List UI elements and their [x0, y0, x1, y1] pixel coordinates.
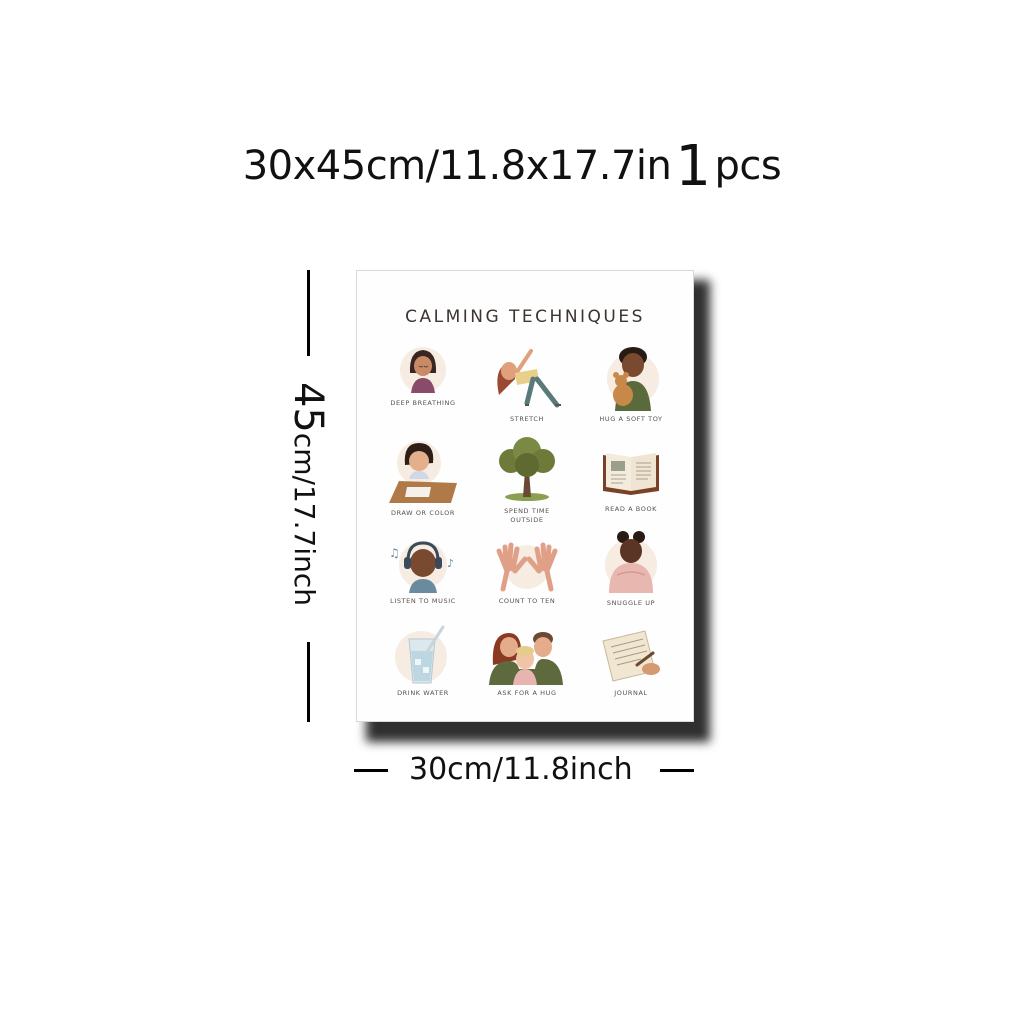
technique-label: HUG A SOFT TOY — [599, 415, 663, 423]
hands-icon — [496, 542, 558, 592]
technique-label: ASK FOR A HUG — [497, 689, 557, 697]
width-dimension-label: 30cm/11.8inch — [409, 752, 633, 787]
book-icon — [603, 453, 659, 495]
technique-tile: DRINK WATER — [371, 625, 475, 698]
svg-text:♫: ♫ — [389, 546, 400, 560]
hug-soft-toy-icon — [607, 347, 659, 411]
water-glass-icon — [395, 625, 447, 684]
width-marker-left-line — [354, 769, 388, 772]
height-value: 45 — [285, 381, 331, 433]
quantity-unit: pcs — [714, 143, 782, 189]
technique-label: COUNT TO TEN — [498, 597, 556, 605]
technique-label: DRAW OR COLOR — [390, 509, 456, 517]
technique-label: JOURNAL — [614, 689, 648, 697]
size-headline: 30x45cm/11.8x17.7in1 pcs — [0, 136, 1024, 197]
blanket-icon — [605, 531, 657, 593]
draw-icon — [389, 441, 457, 503]
technique-tile: STRETCH — [475, 345, 579, 424]
height-dimension-label: 45cm/17.7inch — [285, 382, 331, 606]
technique-tile: SNUGGLE UP — [579, 529, 683, 608]
size-text: 30x45cm/11.8x17.7in — [242, 143, 672, 189]
technique-tile: DEEP BREATHING — [371, 345, 475, 408]
technique-tile: ASK FOR A HUG — [475, 625, 579, 698]
journal-icon — [602, 630, 660, 682]
technique-label: SPEND TIME OUTSIDE — [504, 507, 550, 524]
poster: CALMING TECHNIQUES DEEP BREATHING STRETC… — [356, 270, 694, 722]
technique-label: READ A BOOK — [604, 505, 658, 513]
technique-tile: READ A BOOK — [579, 445, 683, 514]
stretch-icon — [497, 349, 561, 408]
height-unit: cm/17.7inch — [288, 432, 321, 607]
deep-breathing-icon — [400, 347, 446, 393]
tree-icon — [499, 437, 555, 501]
technique-tile: SPEND TIME OUTSIDE — [475, 437, 579, 525]
width-marker-right-line — [660, 769, 694, 772]
poster-title: CALMING TECHNIQUES — [405, 307, 645, 327]
svg-text:♪: ♪ — [447, 557, 454, 570]
quantity-number: 1 — [675, 134, 711, 199]
height-marker-top-line — [307, 270, 310, 356]
technique-label: LISTEN TO MUSIC — [390, 597, 456, 605]
technique-label: SNUGGLE UP — [606, 599, 656, 607]
technique-tile: COUNT TO TEN — [475, 541, 579, 606]
technique-tile: DRAW OR COLOR — [371, 439, 475, 518]
technique-tile: ♫ ♪ LISTEN TO MUSIC — [371, 537, 475, 606]
height-marker-bottom-line — [307, 642, 310, 722]
headphones-icon: ♫ ♪ — [389, 541, 454, 593]
technique-label: DRINK WATER — [397, 689, 449, 697]
technique-tile: HUG A SOFT TOY — [579, 345, 683, 424]
family-hug-icon — [489, 632, 563, 685]
technique-label: DEEP BREATHING — [390, 399, 456, 407]
technique-tile: JOURNAL — [579, 625, 683, 698]
technique-label: STRETCH — [510, 415, 544, 423]
